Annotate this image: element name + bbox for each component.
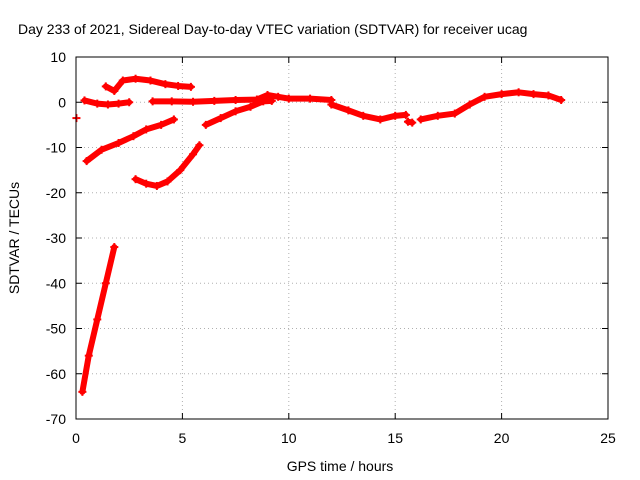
data-point-marker <box>101 82 110 91</box>
data-point-marker <box>529 90 538 99</box>
data-point-marker <box>148 97 157 106</box>
data-point-marker <box>416 115 425 124</box>
data-point-marker <box>408 118 417 127</box>
y-tick-label: -50 <box>46 321 66 337</box>
data-point-marker <box>557 95 566 104</box>
data-point-marker <box>174 81 183 90</box>
data-point-marker <box>465 100 474 109</box>
data-point-marker <box>110 243 119 252</box>
y-tick-label: -10 <box>46 140 66 156</box>
x-tick-label: 0 <box>72 430 80 446</box>
data-point-marker <box>480 92 489 101</box>
y-tick-label: 0 <box>58 94 66 110</box>
data-point-marker <box>284 94 293 103</box>
data-point-marker <box>210 96 219 105</box>
data-point-marker <box>101 279 110 288</box>
data-point-marker <box>189 97 198 106</box>
y-tick-label: -30 <box>46 230 66 246</box>
data-point-marker <box>344 106 353 115</box>
data-point-marker <box>97 145 106 154</box>
data-point-marker <box>110 86 119 95</box>
data-point-marker <box>93 315 102 324</box>
data-point-marker <box>142 179 151 188</box>
data-point-marker <box>146 76 155 85</box>
data-point-marker <box>497 90 506 99</box>
data-point-marker <box>163 177 172 186</box>
data-point-marker <box>169 115 178 124</box>
data-point-marker <box>201 120 210 129</box>
data-point-marker <box>433 111 442 120</box>
data-point-marker <box>274 92 283 101</box>
data-point-marker <box>93 99 102 108</box>
series-layer <box>72 74 566 396</box>
data-point-marker <box>78 387 87 396</box>
data-point-marker <box>401 110 410 119</box>
y-tick-label: -60 <box>46 366 66 382</box>
data-point-marker <box>152 181 161 190</box>
chart-title: Day 233 of 2021, Sidereal Day-to-day VTE… <box>18 21 527 37</box>
y-tick-label: -20 <box>46 185 66 201</box>
x-tick-label: 15 <box>387 430 403 446</box>
data-point-marker <box>246 102 255 111</box>
data-point-marker <box>176 166 185 175</box>
data-point-marker <box>103 100 112 109</box>
data-point-marker <box>118 76 127 85</box>
data-point-marker <box>129 132 138 141</box>
y-tick-label: -70 <box>46 411 66 427</box>
grid-layer <box>76 57 608 419</box>
data-point-marker <box>259 97 268 106</box>
y-tick-label: 10 <box>50 49 66 65</box>
data-point-marker <box>195 141 204 150</box>
data-point-marker <box>82 157 91 166</box>
data-point-marker <box>131 175 140 184</box>
data-point-marker <box>376 115 385 124</box>
data-point-marker <box>231 107 240 116</box>
data-point-marker <box>216 114 225 123</box>
data-point-marker <box>157 120 166 129</box>
data-point-marker <box>327 100 336 109</box>
data-point-marker <box>544 91 553 100</box>
x-tick-label: 5 <box>179 430 187 446</box>
x-tick-label: 20 <box>494 430 510 446</box>
data-point-marker <box>80 96 89 105</box>
data-point-marker <box>186 82 195 91</box>
data-point-marker <box>131 74 140 83</box>
data-point-marker <box>161 80 170 89</box>
x-axis-label: GPS time / hours <box>287 458 394 474</box>
y-axis-label: SDTVAR / TECUs <box>6 182 22 294</box>
data-point-marker <box>267 96 276 105</box>
ticks-layer: 0 5 10 15 20 25 10 0 -10 -20 -30 -40 -50 -60 -70 <box>46 49 616 446</box>
data-point-marker <box>359 111 368 120</box>
data-point-marker <box>450 109 459 118</box>
data-point-marker <box>391 111 400 120</box>
data-point-marker <box>231 95 240 104</box>
data-point-marker <box>167 97 176 106</box>
data-point-marker <box>114 99 123 108</box>
data-point-marker <box>84 351 93 360</box>
x-tick-label: 25 <box>600 430 616 446</box>
data-point-marker <box>125 98 134 107</box>
data-point-marker <box>142 125 151 134</box>
data-point-marker <box>263 91 272 100</box>
data-point-marker <box>189 150 198 159</box>
x-tick-label: 10 <box>281 430 297 446</box>
data-point-marker <box>514 88 523 97</box>
data-point-marker <box>114 138 123 147</box>
series-trace <box>417 89 565 123</box>
data-point-marker <box>306 94 315 103</box>
y-tick-label: -40 <box>46 275 66 291</box>
series-trace <box>202 97 275 128</box>
series-trace <box>149 92 335 105</box>
